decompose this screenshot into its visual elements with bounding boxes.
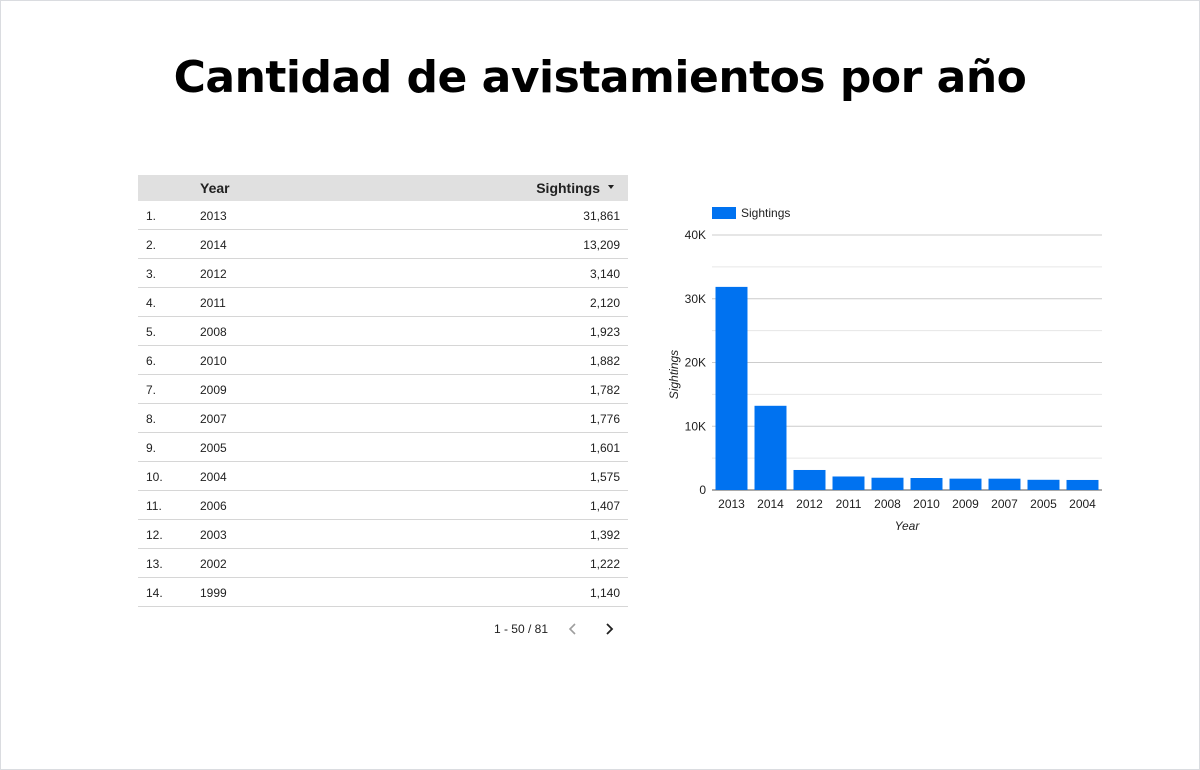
bar <box>832 476 865 490</box>
row-index: 13. <box>146 557 163 571</box>
row-sightings: 1,882 <box>589 354 620 368</box>
legend-swatch <box>712 207 736 219</box>
row-year: 1999 <box>200 586 227 600</box>
row-year: 2014 <box>200 238 227 252</box>
row-index: 12. <box>146 528 163 542</box>
table-row[interactable]: 1. 2013 31,861 <box>138 201 628 230</box>
bar <box>1066 479 1099 490</box>
row-sightings: 1,392 <box>589 528 620 542</box>
table-row[interactable]: 10. 2004 1,575 <box>138 462 628 491</box>
table-row[interactable]: 13. 2002 1,222 <box>138 549 628 578</box>
table-row[interactable]: 6. 2010 1,882 <box>138 346 628 375</box>
row-year: 2005 <box>200 441 227 455</box>
bar <box>754 405 787 490</box>
x-tick-label: 2008 <box>874 497 901 511</box>
y-tick-label: 30K <box>685 292 706 306</box>
row-index: 5. <box>146 325 157 339</box>
row-year: 2002 <box>200 557 227 571</box>
row-sightings: 13,209 <box>583 238 620 252</box>
row-index: 3. <box>146 267 157 281</box>
table-row[interactable]: 9. 2005 1,601 <box>138 433 628 462</box>
row-sightings: 31,861 <box>583 209 620 223</box>
row-sightings: 1,782 <box>589 383 620 397</box>
table-header: Year Sightings <box>138 175 628 201</box>
row-year: 2010 <box>200 354 227 368</box>
row-index: 11. <box>146 499 162 513</box>
table-row[interactable]: 7. 2009 1,782 <box>138 375 628 404</box>
pagination: 1 - 50 / 81 <box>138 618 628 642</box>
sightings-bar-chart: 0 10K 20K 30K 40K 2013 2014 2012 2011 2008 2010 200… <box>660 195 1120 555</box>
row-year: 2007 <box>200 412 227 426</box>
y-tick-label: 0 <box>699 483 706 497</box>
bar <box>988 478 1021 490</box>
legend-label: Sightings <box>741 206 790 220</box>
bar <box>910 478 943 490</box>
chevron-left-icon[interactable] <box>562 618 584 640</box>
x-tick-label: 2014 <box>757 497 784 511</box>
row-year: 2011 <box>200 296 226 310</box>
y-tick-label: 40K <box>685 228 706 242</box>
x-axis-label: Year <box>895 519 921 533</box>
table-row[interactable]: 8. 2007 1,776 <box>138 404 628 433</box>
row-year: 2008 <box>200 325 227 339</box>
table-row[interactable]: 4. 2011 2,120 <box>138 288 628 317</box>
x-tick-label: 2013 <box>718 497 745 511</box>
table-row[interactable]: 14. 1999 1,140 <box>138 578 628 607</box>
row-sightings: 3,140 <box>589 267 620 281</box>
page-title: Cantidad de avistamientos por año <box>173 52 1027 103</box>
x-tick-label: 2010 <box>913 497 940 511</box>
table-row[interactable]: 12. 2003 1,392 <box>138 520 628 549</box>
table-row[interactable]: 2. 2014 13,209 <box>138 230 628 259</box>
row-sightings: 1,776 <box>589 412 620 426</box>
bar <box>793 469 826 490</box>
row-year: 2004 <box>200 470 227 484</box>
row-index: 14. <box>146 586 163 600</box>
row-year: 2003 <box>200 528 227 542</box>
row-index: 10. <box>146 470 163 484</box>
chevron-right-icon[interactable] <box>598 618 620 640</box>
y-axis-label: Sightings <box>667 350 681 399</box>
table-row[interactable]: 3. 2012 3,140 <box>138 259 628 288</box>
row-year: 2009 <box>200 383 227 397</box>
row-sightings: 1,140 <box>589 586 620 600</box>
sightings-table: Year Sightings 1. 2013 31,861 2. 2014 13,209 3… <box>138 175 628 607</box>
bar <box>871 477 904 490</box>
row-index: 8. <box>146 412 157 426</box>
row-sightings: 1,222 <box>589 557 620 571</box>
table-row[interactable]: 5. 2008 1,923 <box>138 317 628 346</box>
table-row[interactable]: 11. 2006 1,407 <box>138 491 628 520</box>
row-sightings: 1,407 <box>589 499 620 513</box>
bar <box>1027 479 1060 490</box>
row-index: 7. <box>146 383 157 397</box>
y-tick-label: 10K <box>685 419 706 433</box>
row-year: 2006 <box>200 499 227 513</box>
row-index: 9. <box>146 441 157 455</box>
x-tick-label: 2011 <box>836 497 862 511</box>
x-tick-label: 2009 <box>952 497 979 511</box>
y-tick-label: 20K <box>685 356 706 370</box>
chart-svg: 0 10K 20K 30K 40K 2013 2014 2012 2011 2008 2010 200… <box>667 206 1102 533</box>
row-sightings: 1,601 <box>589 441 620 455</box>
x-tick-label: 2005 <box>1030 497 1057 511</box>
x-tick-label: 2004 <box>1069 497 1096 511</box>
caret-down-icon[interactable] <box>608 185 614 189</box>
row-sightings: 1,923 <box>589 325 620 339</box>
row-sightings: 1,575 <box>589 470 620 484</box>
row-index: 4. <box>146 296 157 310</box>
row-index: 1. <box>146 209 157 223</box>
bar <box>949 478 982 490</box>
row-index: 2. <box>146 238 157 252</box>
row-index: 6. <box>146 354 157 368</box>
header-sightings[interactable]: Sightings <box>536 180 600 196</box>
row-sightings: 2,120 <box>589 296 620 310</box>
header-year[interactable]: Year <box>200 180 230 196</box>
row-year: 2013 <box>200 209 227 223</box>
x-tick-label: 2007 <box>991 497 1018 511</box>
pagination-range: 1 - 50 / 81 <box>493 622 548 636</box>
x-tick-label: 2012 <box>796 497 823 511</box>
bar <box>715 286 748 490</box>
row-year: 2012 <box>200 267 227 281</box>
